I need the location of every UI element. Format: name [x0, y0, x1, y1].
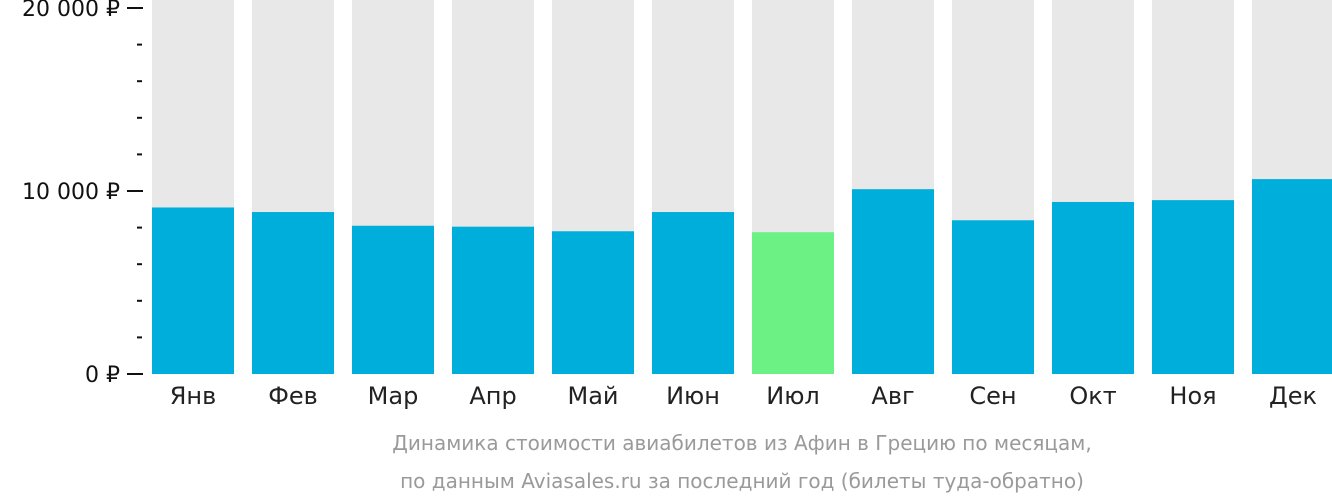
bar-8	[852, 189, 934, 374]
y-tick-label: 20 000 ₽	[22, 0, 120, 22]
x-tick-label: Мар	[368, 382, 419, 410]
bar-9	[952, 220, 1034, 374]
y-tick-label: 10 000 ₽	[22, 180, 120, 205]
x-tick-label: Дек	[1269, 382, 1317, 410]
price-bars	[152, 179, 1332, 374]
x-tick-label: Июн	[666, 382, 720, 410]
bar-10	[1052, 201, 1134, 374]
bar-1	[152, 207, 234, 374]
bar-7	[752, 232, 834, 374]
bar-6	[652, 212, 734, 374]
x-tick-label: Май	[567, 382, 618, 410]
x-tick-label: Июл	[766, 382, 820, 410]
x-tick-label: Авг	[871, 382, 914, 410]
x-tick-label: Сен	[969, 382, 1016, 410]
x-tick-label: Окт	[1069, 382, 1116, 410]
bar-11	[1152, 200, 1234, 374]
bar-5	[552, 231, 634, 374]
x-tick-label: Ноя	[1169, 382, 1216, 410]
x-tick-label: Янв	[170, 382, 217, 410]
y-tick-label: 0 ₽	[85, 363, 120, 388]
chart-caption-line-1: Динамика стоимости авиабилетов из Афин в…	[392, 431, 1091, 455]
bar-2	[252, 212, 334, 374]
chart-caption-line-2: по данным Aviasales.ru за последний год …	[400, 469, 1084, 493]
x-tick-label: Апр	[469, 382, 516, 410]
y-axis: 0 ₽ 10 000 ₽ 20 000 ₽	[22, 0, 143, 388]
bar-3	[352, 225, 434, 374]
bar-4	[452, 226, 534, 374]
x-axis: Янв Фев Мар Апр Май Июн Июл Авг Сен Окт Ноя Дек	[170, 382, 1317, 410]
bar-12	[1252, 179, 1332, 374]
x-tick-label: Фев	[268, 382, 318, 410]
